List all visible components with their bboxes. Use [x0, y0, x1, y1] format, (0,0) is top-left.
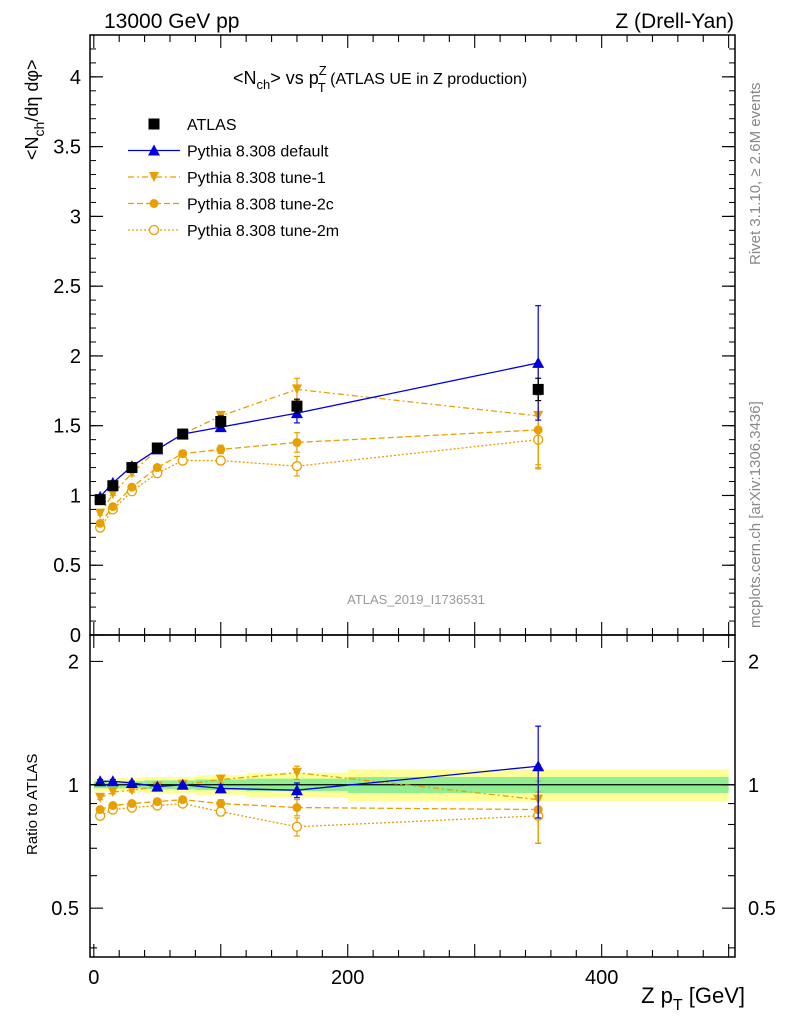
ratio-point-pythia-8-308-default: [176, 778, 189, 790]
ratio-point-pythia-8-308-default: [290, 784, 303, 796]
ratio-point-pythia-8-308-tune-2c: [216, 799, 226, 809]
main-ytick-label: 1: [70, 485, 81, 507]
ratio-point-pythia-8-308-tune-2c: [108, 801, 118, 811]
main-line-pythia-8-308-tune-2c: [99, 429, 539, 524]
main-point-atlas: [126, 462, 138, 474]
ratio-point-pythia-8-308-default: [532, 760, 545, 772]
main-point-pythia-8-308-tune-1: [291, 384, 302, 395]
main-point-atlas: [215, 416, 227, 428]
main-ytick-label: 2.5: [53, 276, 81, 298]
ratio-point-pythia-8-308-tune-2c: [292, 803, 302, 813]
ratio-line-pythia-8-308-tune-2m: [99, 802, 539, 828]
legend-marker-pythia-8-308-tune-2c: [149, 199, 159, 208]
main-ytick-label: 0.5: [53, 555, 81, 577]
ratio-point-pythia-8-308-default: [106, 775, 119, 787]
legend-label-atlas: ATLAS: [187, 117, 237, 134]
ratio-point-pythia-8-308-tune-1: [107, 787, 118, 798]
main-point-pythia-8-308-tune-1: [107, 489, 118, 500]
legend-marker-pythia-8-308-default: [148, 144, 160, 156]
header-left: 13000 GeV pp: [104, 10, 239, 33]
ratio-point-pythia-8-308-tune-1: [215, 774, 226, 785]
main-point-atlas: [177, 428, 189, 440]
main-point-pythia-8-308-tune-2c: [292, 437, 302, 447]
main-point-atlas: [151, 442, 163, 454]
main-ylabel: <Nch/dη dφ>: [22, 59, 47, 160]
mcplots-label: mcplots.cern.ch [arXiv:1306.3436]: [747, 401, 764, 628]
rivet-label: Rivet 3.1.10, ≥ 2.6M events: [747, 83, 764, 266]
ratio-point-pythia-8-308-tune-2c: [152, 797, 162, 807]
main-ytick-label: 4: [70, 67, 81, 89]
main-line-pythia-8-308-default: [99, 362, 539, 498]
ratio-point-pythia-8-308-tune-2c: [95, 805, 105, 815]
header-right: Z (Drell-Yan): [615, 10, 734, 33]
legend-marker-atlas: [148, 118, 160, 130]
main-point-atlas: [532, 383, 544, 395]
main-point-pythia-8-308-tune-1: [95, 508, 106, 519]
main-point-pythia-8-308-tune-2c: [108, 502, 118, 512]
ratio-point-pythia-8-308-default: [125, 777, 138, 789]
main-point-pythia-8-308-tune-2c: [178, 449, 188, 459]
main-point-pythia-8-308-tune-2c: [216, 444, 226, 454]
main-point-pythia-8-308-default: [532, 356, 545, 368]
legend-label-pythia-8-308-tune-2c: Pythia 8.308 tune-2c: [187, 197, 334, 214]
main-point-atlas: [291, 400, 303, 412]
legend-marker-pythia-8-308-tune-2m: [148, 224, 160, 236]
ratio-point-pythia-8-308-tune-1: [95, 792, 106, 803]
ratio-point-pythia-8-308-default: [151, 780, 164, 792]
xtick-label: 200: [331, 967, 364, 989]
ratio-ylabel: Ratio to ATLAS: [24, 754, 41, 855]
ratio-line-pythia-8-308-tune-2c: [99, 798, 539, 811]
legend-label-pythia-8-308-tune-1: Pythia 8.308 tune-1: [187, 170, 326, 187]
main-point-atlas: [107, 480, 119, 492]
ratio-ytick-label-right: 2: [748, 651, 759, 673]
analysis-watermark: ATLAS_2019_I1736531: [347, 592, 485, 607]
ratio-point-pythia-8-308-tune-1: [291, 767, 302, 778]
legend-label-pythia-8-308-tune-2m: Pythia 8.308 tune-2m: [187, 223, 339, 240]
ratio-ytick-label-right: 1: [748, 775, 759, 797]
plot-title: <Nch> vs pZ T (ATLAS UE in Z production): [233, 63, 527, 95]
ratio-point-pythia-8-308-default: [94, 775, 107, 787]
xtick-label: 400: [585, 967, 618, 989]
main-point-pythia-8-308-tune-2c: [127, 482, 137, 492]
main-ytick-label: 2: [70, 346, 81, 368]
xtick-label: 0: [88, 967, 99, 989]
ratio-ytick-label: 2: [68, 651, 79, 673]
legend-marker-pythia-8-308-tune-1: [149, 172, 159, 182]
main-ytick-label: 3: [70, 206, 81, 228]
main-point-pythia-8-308-tune-2c: [95, 518, 105, 528]
ratio-ytick-label-right: 0.5: [748, 898, 776, 920]
main-ytick-label: 3.5: [53, 137, 81, 159]
main-ytick-label: 0: [70, 625, 81, 647]
ratio-point-pythia-8-308-tune-2c: [178, 795, 188, 805]
main-ytick-label: 1.5: [53, 416, 81, 438]
ratio-ytick-label: 0.5: [51, 898, 79, 920]
ratio-point-pythia-8-308-tune-2c: [127, 799, 137, 809]
ratio-point-pythia-8-308-default: [214, 782, 227, 794]
legend-label-pythia-8-308-default: Pythia 8.308 default: [187, 144, 329, 161]
ratio-ytick-label: 1: [68, 775, 79, 797]
main-point-pythia-8-308-tune-2m: [215, 455, 226, 466]
ratio-point-pythia-8-308-tune-2m: [215, 806, 226, 817]
ratio-frame: [89, 634, 736, 958]
xlabel: Z pT [GeV]: [641, 983, 745, 1014]
main-point-pythia-8-308-tune-2c: [152, 463, 162, 473]
ratio-point-pythia-8-308-tune-2m: [291, 821, 303, 832]
main-point-atlas: [94, 494, 106, 506]
main-line-pythia-8-308-tune-2m: [99, 439, 539, 528]
main-point-pythia-8-308-tune-2m: [291, 461, 303, 472]
